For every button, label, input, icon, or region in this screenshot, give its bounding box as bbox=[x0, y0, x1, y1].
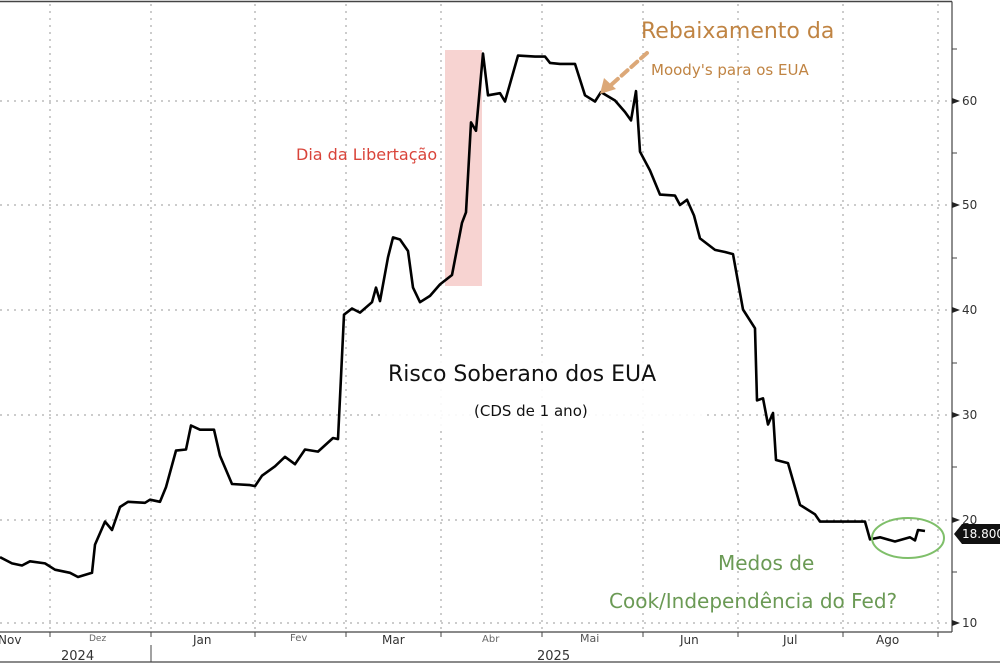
y-tick-30: 30 bbox=[962, 408, 977, 422]
moodys-annotation-line1: Rebaixamento da bbox=[641, 19, 834, 44]
y-tick-60: 60 bbox=[962, 94, 977, 108]
vertical-gridlines bbox=[49, 4, 939, 632]
month-label-mai: Mai bbox=[580, 632, 599, 645]
year-label-2025: 2025 bbox=[537, 649, 570, 664]
liberation-day-highlight bbox=[445, 50, 482, 286]
month-label-dez: Dez bbox=[89, 634, 106, 644]
y-axis-tick-arrows bbox=[952, 98, 960, 626]
month-label-jan: Jan bbox=[192, 633, 212, 647]
fed-annotation-line2: Cook/Independência do Fed? bbox=[609, 589, 897, 613]
last-value-tag bbox=[954, 524, 1000, 544]
year-label-2024: 2024 bbox=[61, 649, 94, 664]
month-label-jun: Jun bbox=[679, 633, 699, 647]
moodys-arrow-shaft bbox=[609, 51, 649, 87]
fed-annotation-line1: Medos de bbox=[718, 551, 814, 575]
title-background bbox=[382, 356, 702, 430]
month-label-fev: Fev bbox=[290, 633, 307, 644]
fed-highlight-circle bbox=[871, 517, 945, 559]
month-label-abr: Abr bbox=[482, 634, 500, 645]
month-label-mar: Mar bbox=[382, 633, 405, 647]
y-tick-50: 50 bbox=[962, 198, 977, 212]
month-label-jul: Jul bbox=[782, 633, 797, 647]
chart-title: Risco Soberano dos EUA bbox=[388, 362, 656, 387]
y-tick-40: 40 bbox=[962, 303, 977, 317]
cds-data-line bbox=[0, 52, 926, 579]
last-value-label: 18.800 bbox=[962, 527, 1000, 541]
y-axis-ticks bbox=[952, 48, 957, 573]
y-tick-10: 10 bbox=[962, 616, 977, 630]
x-axis-ticks bbox=[49, 632, 939, 662]
chart-subtitle: (CDS de 1 ano) bbox=[474, 402, 588, 420]
y-tick-20: 20 bbox=[962, 513, 977, 527]
moodys-arrow-head-icon bbox=[600, 78, 616, 94]
month-label-ago: Ago bbox=[876, 633, 899, 647]
liberation-day-annotation: Dia da Libertação bbox=[296, 145, 437, 164]
month-label-nov: Nov bbox=[0, 633, 21, 647]
moodys-annotation-line2: Moody's para os EUA bbox=[651, 61, 809, 79]
